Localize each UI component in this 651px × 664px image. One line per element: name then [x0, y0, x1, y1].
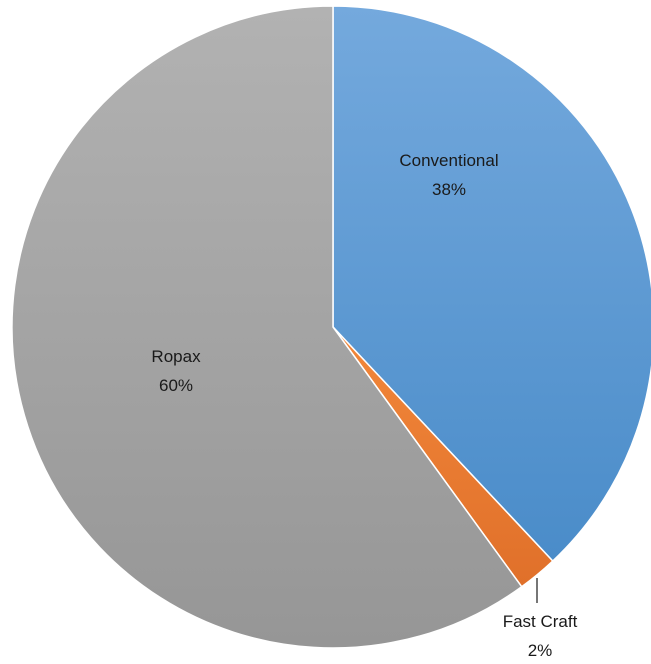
labels-layer: Conventional 38% Fast Craft 2% Ropax 60%	[151, 151, 578, 660]
slice-conventional	[332, 5, 651, 562]
data-label-conventional: Conventional 38%	[399, 151, 498, 199]
data-label-category-conventional: Conventional	[399, 151, 498, 170]
data-label-percent-ropax: 60%	[159, 376, 193, 395]
data-label-percent-fast-craft: 2%	[528, 641, 553, 659]
data-label-category-fast-craft: Fast Craft	[503, 612, 578, 631]
data-label-percent-conventional: 38%	[432, 180, 466, 199]
slice-ropax	[11, 5, 523, 649]
data-label-ropax: Ropax 60%	[151, 347, 201, 395]
slices-layer	[11, 5, 651, 649]
data-label-fast-craft: Fast Craft 2%	[503, 612, 578, 659]
data-label-category-ropax: Ropax	[151, 347, 201, 366]
